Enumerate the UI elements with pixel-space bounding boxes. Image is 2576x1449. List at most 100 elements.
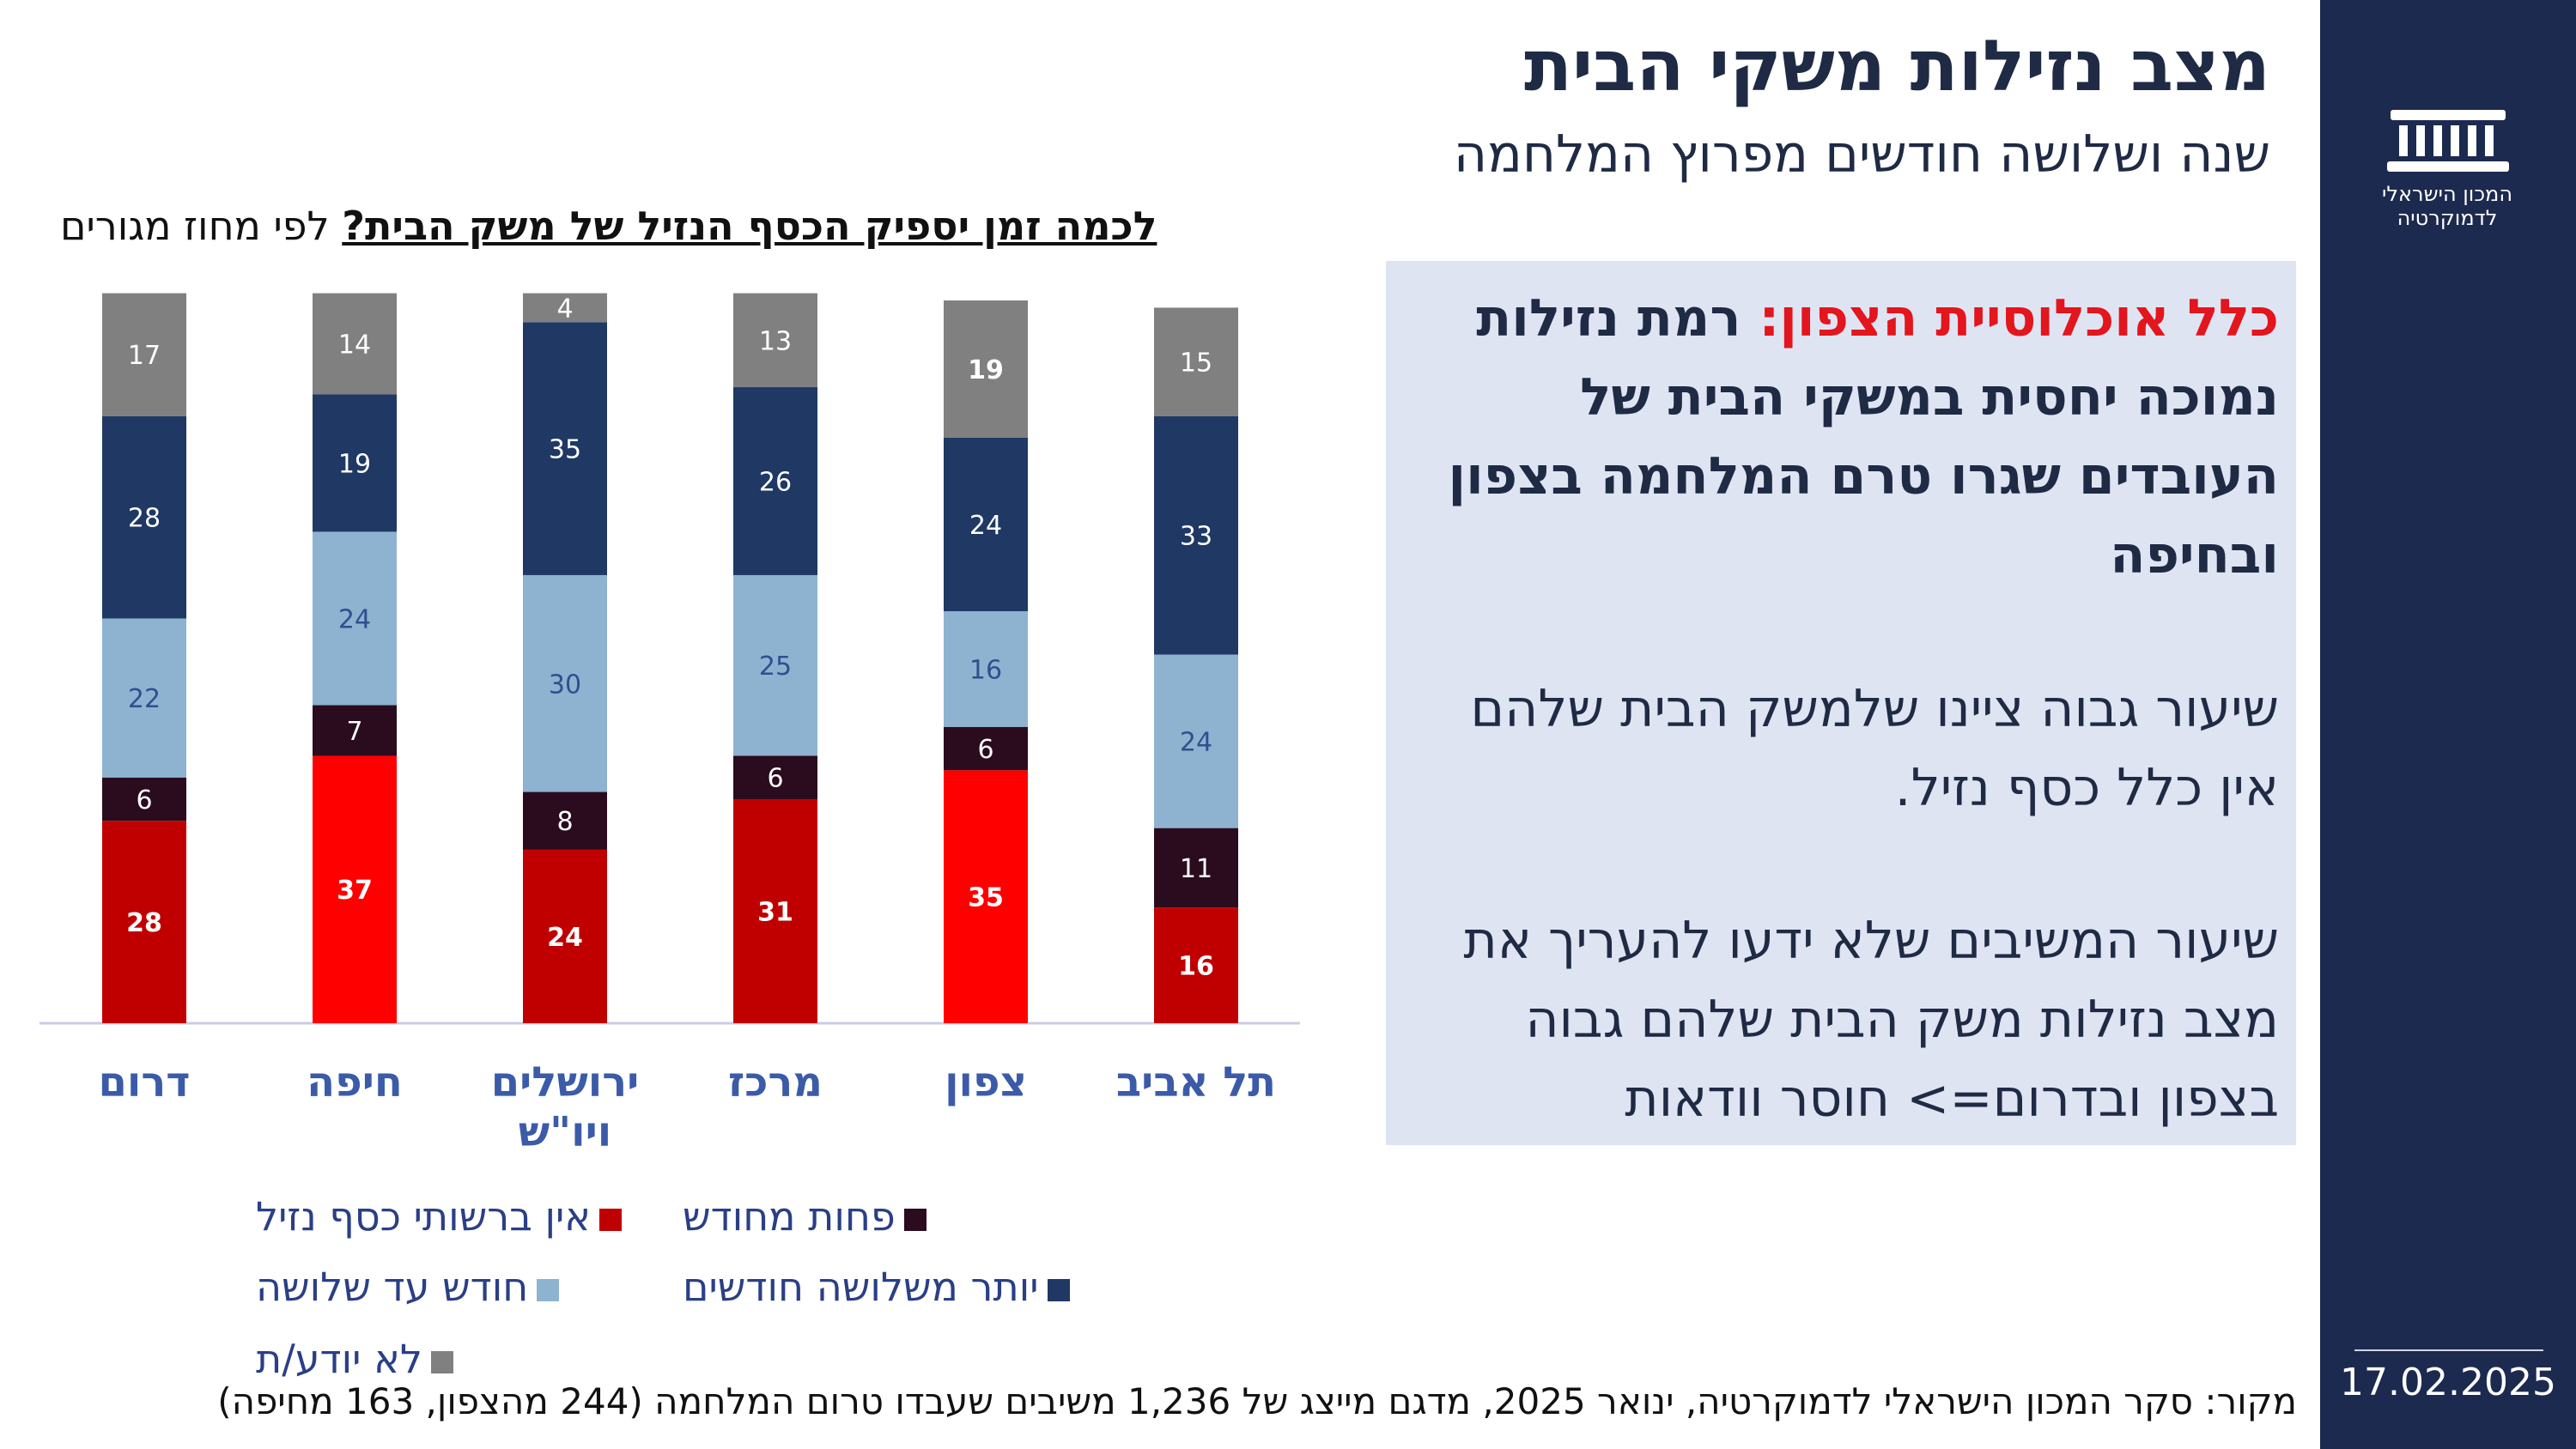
data-label: 6 [977, 735, 993, 765]
bar-segment [733, 574, 817, 756]
bar-segment [102, 777, 186, 822]
data-label: 13 [759, 326, 792, 356]
category-label: דרום [98, 1058, 190, 1106]
source-note: מקור: סקר המכון הישראלי לדמוקרטיה, ינואר… [217, 1380, 2297, 1422]
insight-uncertainty: שיעור המשיבים שלא ידעו להעריך את מצב נזי… [1463, 911, 2279, 1129]
bar-segment [313, 293, 397, 395]
data-label: 28 [126, 908, 162, 938]
bar-segment [523, 791, 607, 850]
data-label: 16 [1178, 952, 1214, 982]
bar-segment [102, 821, 186, 1023]
bar-segment [523, 849, 607, 1023]
data-label: 8 [556, 807, 573, 837]
data-label: 7 [346, 717, 362, 747]
data-label: 28 [128, 504, 161, 534]
institute-logo-icon [2387, 110, 2509, 172]
legend-item-one-to-three-months: חודש עד שלושה [256, 1264, 560, 1310]
data-label: 19 [338, 449, 371, 479]
category-label: תל אביב [1116, 1058, 1276, 1106]
data-label: 16 [969, 655, 1002, 685]
data-label: 22 [128, 684, 161, 714]
data-label: 6 [767, 764, 783, 794]
sidebar [2320, 0, 2576, 1449]
category-label: צפון [945, 1058, 1027, 1106]
data-label: 31 [757, 897, 793, 927]
bar-segment [523, 293, 607, 323]
data-label: 25 [759, 652, 792, 682]
data-label: 19 [968, 355, 1004, 385]
legend-item-no-liquid: אין ברשותי כסף נזיל [256, 1193, 623, 1240]
insight-north-text: רמת נזילות נמוכה יחסית במשקי הבית של העו… [1448, 288, 2279, 585]
bar-segment [944, 770, 1028, 1023]
chart-question: לכמה זמן יספיק הכסף הנזיל של משק הבית? ל… [60, 203, 1157, 249]
data-label: 24 [547, 923, 583, 953]
bar-segment [313, 705, 397, 756]
bar-segment [944, 726, 1028, 771]
legend-item-less-than-month: פחות מחודש [683, 1193, 927, 1240]
data-label: 15 [1180, 349, 1212, 379]
bar-segment [1154, 654, 1238, 828]
data-label: 24 [1180, 728, 1212, 758]
category-label: חיפה [307, 1058, 403, 1106]
slide-subtitle: שנה ושלושה חודשים מפרוץ המלחמה [1453, 124, 2270, 185]
slide-title: מצב נזילות משקי הבית [1524, 26, 2270, 107]
category-label: ירושלים [491, 1058, 640, 1106]
bar-segment [1154, 415, 1238, 655]
logo-text: המכון הישראלי לדמוקרטיה [2381, 182, 2513, 230]
data-label: 30 [549, 670, 581, 700]
bar-segment [313, 531, 397, 706]
bar-segment [733, 293, 817, 388]
category-label: ויו"ש [519, 1108, 612, 1156]
bar-segment [523, 322, 607, 575]
legend-item-dont-know: לא יודע/ת [256, 1336, 453, 1382]
bar-segment [102, 415, 186, 619]
data-label: 14 [338, 330, 371, 361]
legend-swatch [537, 1278, 560, 1301]
bar-segment [944, 437, 1028, 612]
data-label: 35 [549, 435, 581, 465]
legend-swatch [430, 1350, 453, 1373]
data-label: 6 [136, 785, 152, 815]
legend-swatch [599, 1208, 623, 1231]
legend-label: חודש עד שלושה [256, 1264, 529, 1310]
insight-north: כלל אוכלוסיית הצפון: רמת נזילות נמוכה יח… [1420, 279, 2279, 595]
legend-swatch [1047, 1278, 1070, 1301]
data-label: 24 [969, 511, 1002, 541]
bar-segment [733, 798, 817, 1023]
data-label: 17 [128, 341, 161, 371]
bar-segment [1154, 307, 1238, 416]
insight-no-cash: שיעור גבוה ציינו שלמשק הבית שלהם אין כלל… [1470, 679, 2279, 818]
data-label: 37 [337, 876, 373, 906]
bar-segment [313, 755, 397, 1023]
date-divider [2354, 1349, 2543, 1351]
data-label: 11 [1180, 854, 1212, 884]
data-label: 24 [338, 604, 371, 634]
legend-label: לא יודע/ת [256, 1336, 422, 1382]
legend-swatch [903, 1208, 927, 1231]
bar-segment [944, 300, 1028, 438]
bar-segment [733, 755, 817, 799]
category-label: מרכז [728, 1058, 823, 1106]
bar-segment [102, 293, 186, 416]
insights-panel [1386, 261, 2296, 1145]
legend-label: פחות מחודש [683, 1193, 896, 1240]
bar-segment [523, 574, 607, 792]
bar-segment [1154, 828, 1238, 908]
data-label: 35 [968, 883, 1004, 913]
legend-label: יותר משלושה חודשים [683, 1264, 1039, 1310]
question-main: לכמה זמן יספיק הכסף הנזיל של משק הבית? [342, 203, 1157, 249]
bar-segment [944, 611, 1028, 727]
question-suffix: לפי מחוז מגורים [60, 203, 343, 249]
slide-date: 17.02.2025 [2340, 1361, 2556, 1404]
data-label: 33 [1180, 522, 1212, 552]
bar-segment [102, 618, 186, 778]
bar-segment [1154, 907, 1238, 1023]
legend-item-more-than-three-months: יותר משלושה חודשים [683, 1264, 1070, 1310]
bar-segment [733, 387, 817, 575]
stacked-bar-chart: 28 6 22 28 17 דרום 37 7 24 19 14 חיפה 24 8 30 35 4 ירושלי… [39, 293, 1300, 1156]
data-label: 4 [556, 294, 573, 324]
legend-label: אין ברשותי כסף נזיל [256, 1193, 592, 1240]
insight-north-highlight: כלל אוכלוסיית הצפון: [1759, 288, 2279, 349]
data-label: 26 [759, 468, 792, 498]
bar-segment [313, 394, 397, 532]
